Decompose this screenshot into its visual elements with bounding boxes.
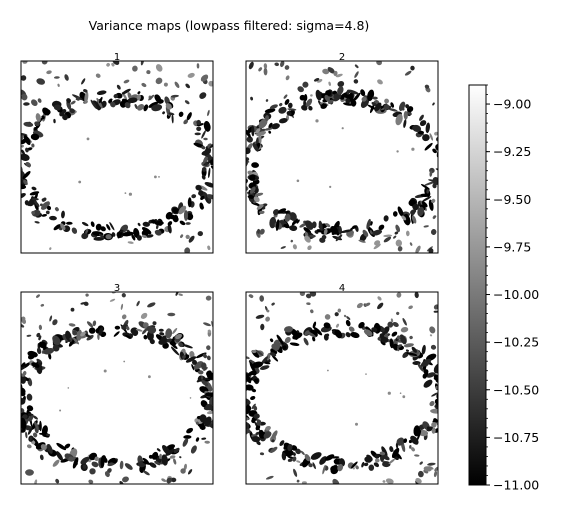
colorbar-tick-label: −9.50 — [493, 192, 531, 207]
colorbar-tick-label: −10.50 — [493, 382, 539, 397]
panel-title: 2 — [339, 52, 345, 63]
variance-pattern — [246, 292, 438, 484]
panel-frame — [20, 291, 214, 485]
heatmap-panel-1: 1 — [20, 52, 214, 254]
figure-title: Variance maps (lowpass filtered: sigma=4… — [89, 18, 370, 33]
colorbar-tick-label: −10.25 — [493, 335, 539, 350]
panel-title: 3 — [114, 283, 120, 294]
colorbar-tick-label: −11.00 — [493, 478, 539, 493]
colorbar-tick-label: −9.00 — [493, 97, 531, 112]
colorbar-tick-label: −10.00 — [493, 287, 539, 302]
panel-background — [246, 292, 438, 484]
panel-title: 4 — [339, 283, 345, 294]
colorbar-tick-label: −9.25 — [493, 144, 531, 159]
panel-title: 1 — [114, 52, 120, 63]
colorbar: −9.00 −9.25 −9.50 −9.75 −10.00 −10.25 −10.50 −1… — [468, 84, 539, 493]
heatmap-panel-3: 3 — [20, 283, 214, 485]
panel-frame — [245, 60, 439, 254]
panel-frame — [20, 60, 214, 254]
colorbar-ticks: −9.00 −9.25 −9.50 −9.75 −10.00 −10.25 −10.50 −1… — [486, 84, 539, 493]
panel-frame — [245, 291, 439, 485]
heatmap-panel-2: 2 — [245, 52, 439, 254]
variance-pattern — [246, 61, 438, 253]
heatmap-panel-4: 4 — [245, 283, 439, 485]
heatmap-panels: 1 2 3 4 — [20, 52, 439, 485]
variance-pattern — [21, 61, 213, 253]
variance-pattern — [21, 292, 213, 484]
colorbar-tick-label: −10.75 — [493, 430, 539, 445]
colorbar-gradient — [468, 84, 487, 486]
colorbar-tick-label: −9.75 — [493, 239, 531, 254]
